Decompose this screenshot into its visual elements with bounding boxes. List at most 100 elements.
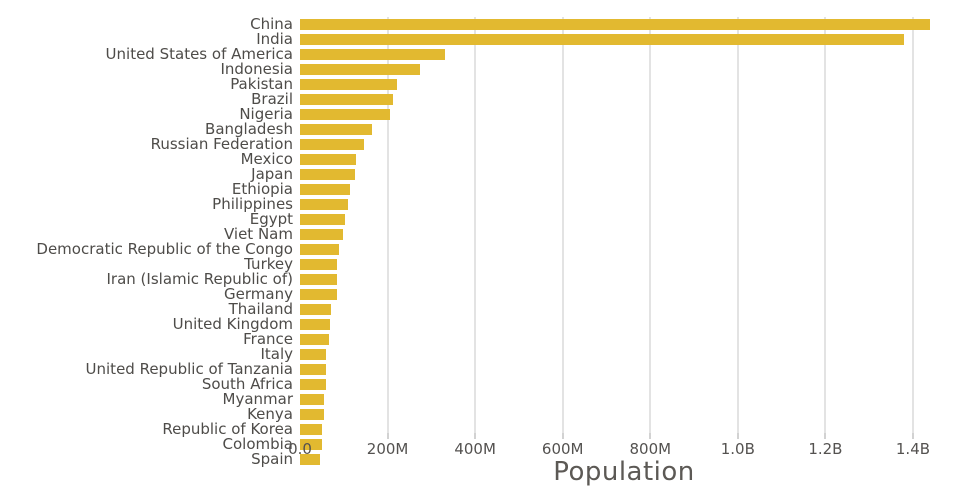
population-bar [300, 424, 323, 435]
bar-track [300, 257, 948, 272]
bar-track [300, 347, 948, 362]
bar-track [300, 197, 948, 212]
category-label: Indonesia [220, 60, 293, 78]
population-bar [300, 349, 327, 360]
bar-track [300, 287, 948, 302]
gridline [824, 17, 827, 433]
bar-track [300, 437, 948, 452]
category-label: France [243, 330, 293, 348]
bar-track [300, 62, 948, 77]
bar-track [300, 212, 948, 227]
category-label: United Republic of Tanzania [85, 360, 293, 378]
category-label: Colombia [222, 435, 294, 453]
bar-row: China [0, 17, 948, 32]
bar-track [300, 122, 948, 137]
population-bar [300, 34, 905, 45]
category-label: Egypt [249, 210, 293, 228]
bar-row: Indonesia [0, 62, 948, 77]
population-bar [300, 79, 397, 90]
x-axis-tick [649, 433, 652, 439]
bar-row: United Kingdom [0, 317, 948, 332]
bar-row: United States of America [0, 47, 948, 62]
population-bar [300, 94, 394, 105]
bar-track [300, 47, 948, 62]
bar-row: Turkey [0, 257, 948, 272]
bar-row: Kenya [0, 407, 948, 422]
bar-row: Russian Federation [0, 137, 948, 152]
category-label: Japan [251, 165, 293, 183]
bar-row: Mexico [0, 152, 948, 167]
bar-row: Ethiopia [0, 182, 948, 197]
bar-row: Nigeria [0, 107, 948, 122]
x-axis-title: Population [553, 457, 695, 487]
category-label: United States of America [105, 45, 293, 63]
bar-row: Republic of Korea [0, 422, 948, 437]
category-label: India [256, 30, 293, 48]
population-bar [300, 49, 445, 60]
bar-row: Spain [0, 452, 948, 467]
population-bar [300, 439, 323, 450]
x-axis-tick-label: 800M [629, 440, 672, 458]
bar-row: India [0, 32, 948, 47]
bar-track [300, 377, 948, 392]
bar-track [300, 182, 948, 197]
bar-track [300, 32, 948, 47]
category-label: Mexico [240, 150, 293, 168]
gridline [649, 17, 652, 433]
gridline [474, 17, 477, 433]
x-axis-tick-label: 1.4B [895, 440, 931, 458]
x-axis-tick-label: 1.0B [720, 440, 755, 458]
population-bar [300, 244, 340, 255]
bar-row: Germany [0, 287, 948, 302]
x-axis-tick [911, 433, 914, 439]
population-bar [300, 139, 364, 150]
gridlines-layer [300, 17, 948, 433]
category-label: Germany [224, 285, 293, 303]
x-axis-tick [561, 433, 564, 439]
x-axis-tick [824, 433, 827, 439]
bar-track [300, 407, 948, 422]
population-bar [300, 259, 337, 270]
bar-track [300, 392, 948, 407]
bar-track [300, 272, 948, 287]
category-label: South Africa [201, 375, 293, 393]
bar-rows-layer: China India United States of America Indone… [0, 17, 948, 467]
x-axis-tick [386, 433, 389, 439]
bar-row: France [0, 332, 948, 347]
bar-track [300, 77, 948, 92]
bar-row: Iran (Islamic Republic of) [0, 272, 948, 287]
x-axis-tick-label: 1.2B [808, 440, 843, 458]
x-axis-tick [736, 433, 739, 439]
bar-track [300, 302, 948, 317]
population-bar [300, 229, 343, 240]
population-bar [300, 169, 356, 180]
category-label: Myanmar [222, 390, 294, 408]
category-label: Ethiopia [231, 180, 293, 198]
bar-row: Myanmar [0, 392, 948, 407]
population-bar [300, 379, 326, 390]
category-label: Nigeria [239, 105, 293, 123]
bar-track [300, 317, 948, 332]
gridline [911, 17, 914, 433]
population-bar [300, 334, 329, 345]
population-bar [300, 319, 330, 330]
bar-track [300, 137, 948, 152]
bar-row: Democratic Republic of the Congo [0, 242, 948, 257]
category-label: Iran (Islamic Republic of) [106, 270, 294, 288]
category-label: United Kingdom [172, 315, 293, 333]
bar-track [300, 17, 948, 32]
population-bar [300, 64, 420, 75]
bar-row: Pakistan [0, 77, 948, 92]
bar-track [300, 452, 948, 467]
gridline [736, 17, 739, 433]
category-label: Democratic Republic of the Congo [36, 240, 293, 258]
bar-row: South Africa [0, 377, 948, 392]
gridline [561, 17, 564, 433]
population-bar [300, 274, 337, 285]
population-bar [300, 19, 931, 30]
category-label: Russian Federation [150, 135, 293, 153]
gridline [386, 17, 389, 433]
category-label: Italy [260, 345, 293, 363]
population-bar [300, 199, 348, 210]
